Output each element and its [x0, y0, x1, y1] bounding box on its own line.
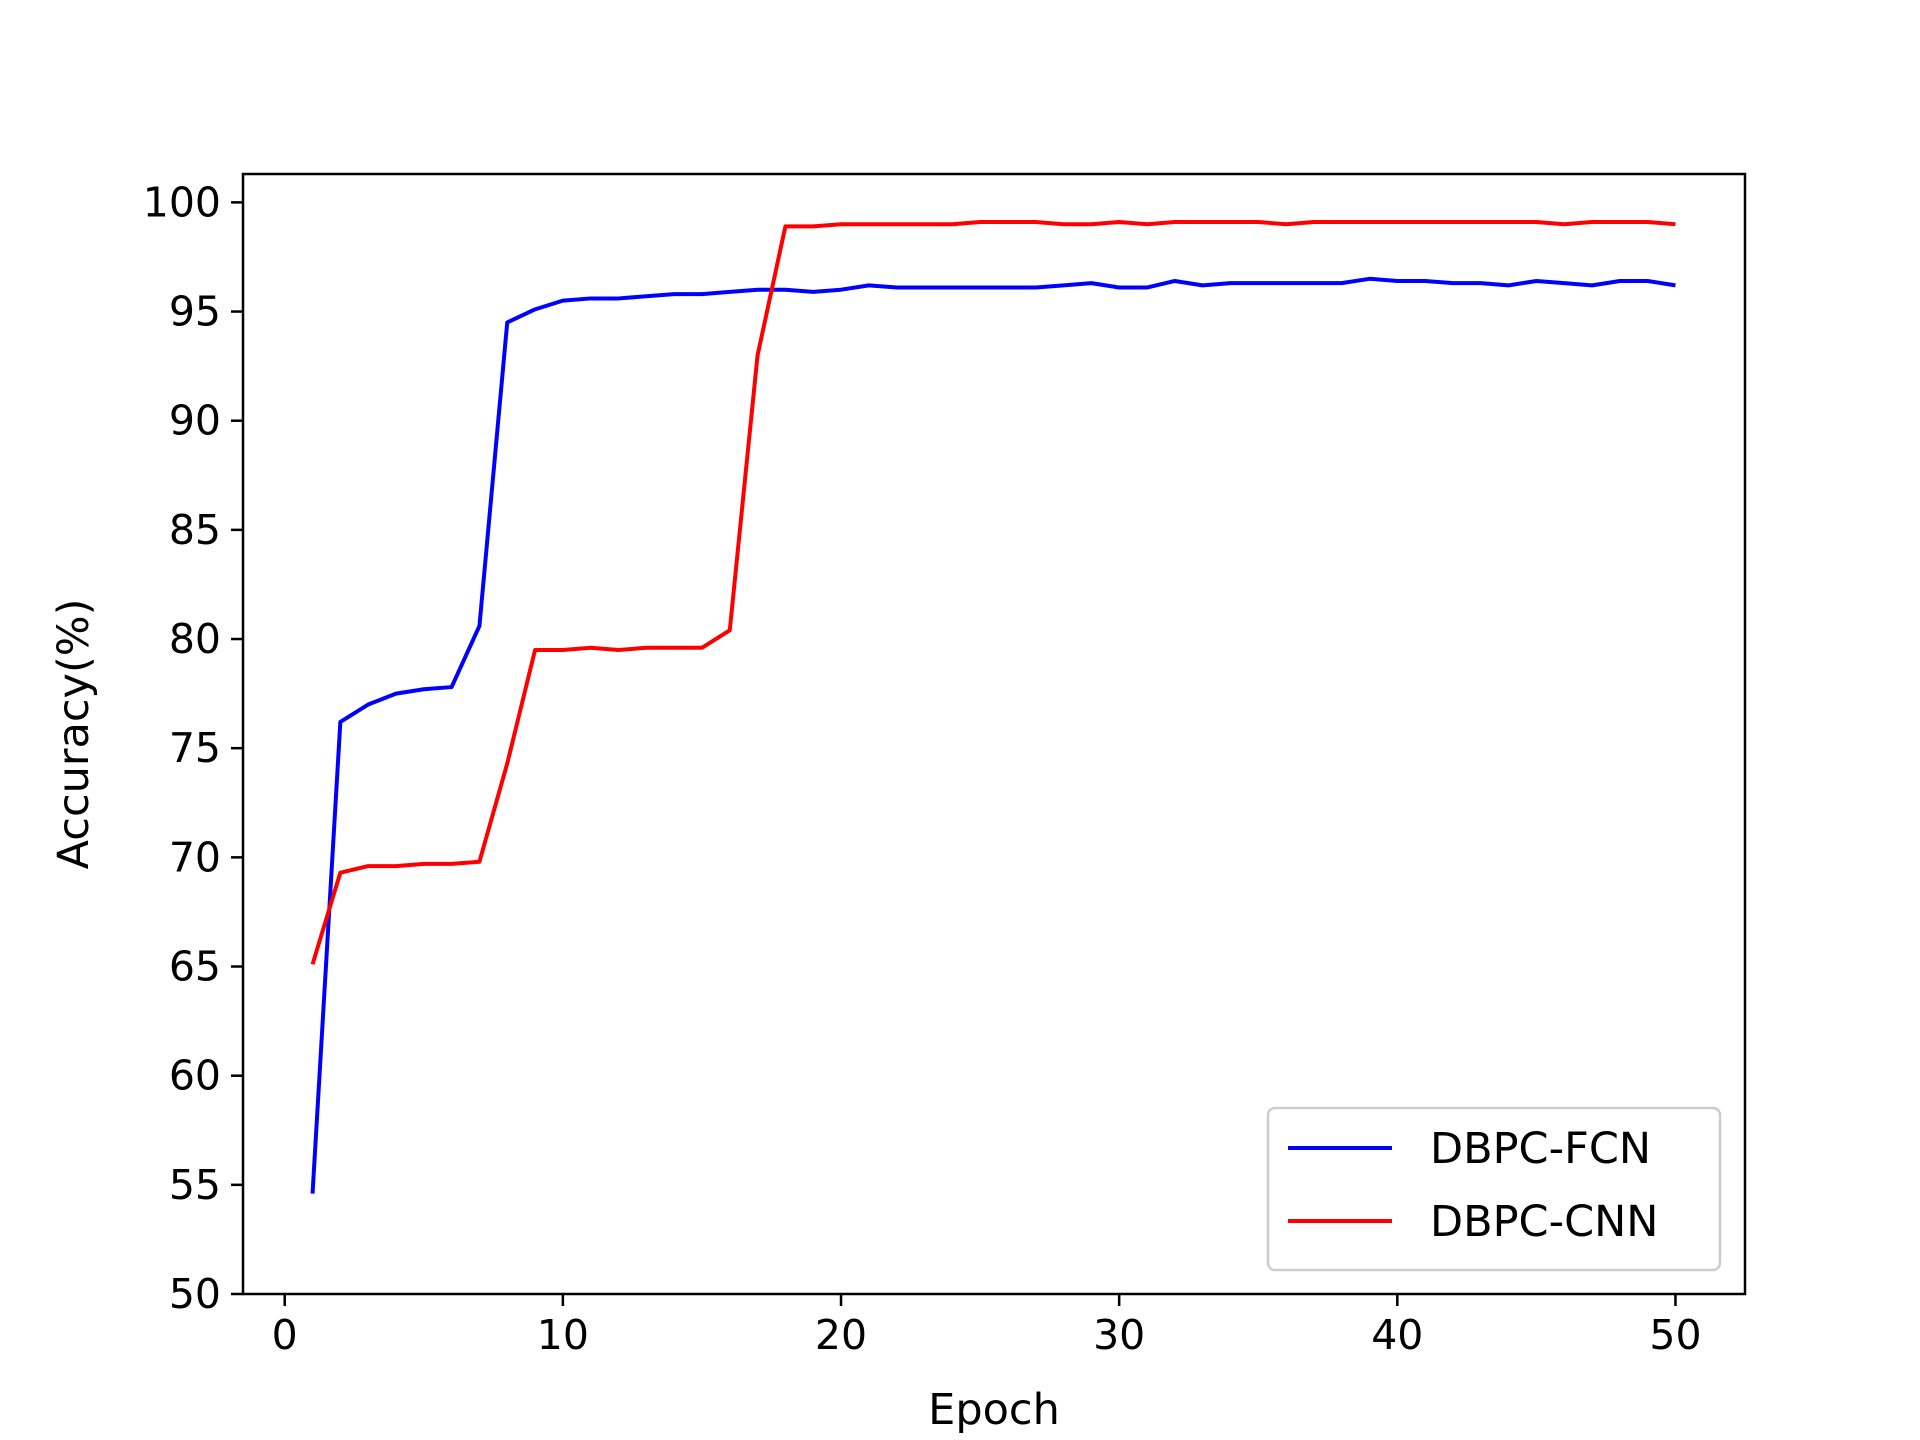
x-tick-label: 30: [1093, 1311, 1145, 1359]
plot-frame: [241, 172, 1747, 1296]
x-axis: 0 10 20 30 40 50: [272, 1294, 1702, 1359]
y-tick-label: 60: [169, 1052, 221, 1100]
y-axis: 50 55 60 65 70 75 80 85 90 95 100: [143, 178, 243, 1318]
series-line-dbpc-fcn: [310, 276, 1676, 1194]
y-tick-label: 85: [169, 506, 221, 554]
series-layer: [310, 220, 1676, 1194]
x-tick-label: 10: [537, 1311, 589, 1359]
legend: DBPC-FCN DBPC-CNN: [1266, 1106, 1722, 1272]
x-tick-label: 40: [1371, 1311, 1423, 1359]
y-axis-label: Accuracy(%): [49, 599, 99, 870]
y-tick-label: 90: [169, 397, 221, 445]
y-tick-label: 75: [169, 724, 221, 772]
x-tick-label: 50: [1649, 1311, 1701, 1359]
x-axis-label: Epoch: [928, 1385, 1060, 1435]
y-tick-label: 65: [169, 943, 221, 991]
y-tick-label: 70: [169, 833, 221, 881]
y-tick-label: 55: [169, 1161, 221, 1209]
y-tick-label: 95: [169, 288, 221, 336]
x-tick-label: 20: [815, 1311, 867, 1359]
y-tick-label: 80: [169, 615, 221, 663]
y-tick-label: 50: [169, 1270, 221, 1318]
series-line-dbpc-cnn: [310, 220, 1676, 965]
x-tick-label: 0: [272, 1311, 298, 1359]
y-tick-label: 100: [143, 178, 221, 226]
legend-label-dbpc-fcn: DBPC-FCN: [1430, 1124, 1651, 1174]
legend-label-dbpc-cnn: DBPC-CNN: [1430, 1197, 1658, 1247]
